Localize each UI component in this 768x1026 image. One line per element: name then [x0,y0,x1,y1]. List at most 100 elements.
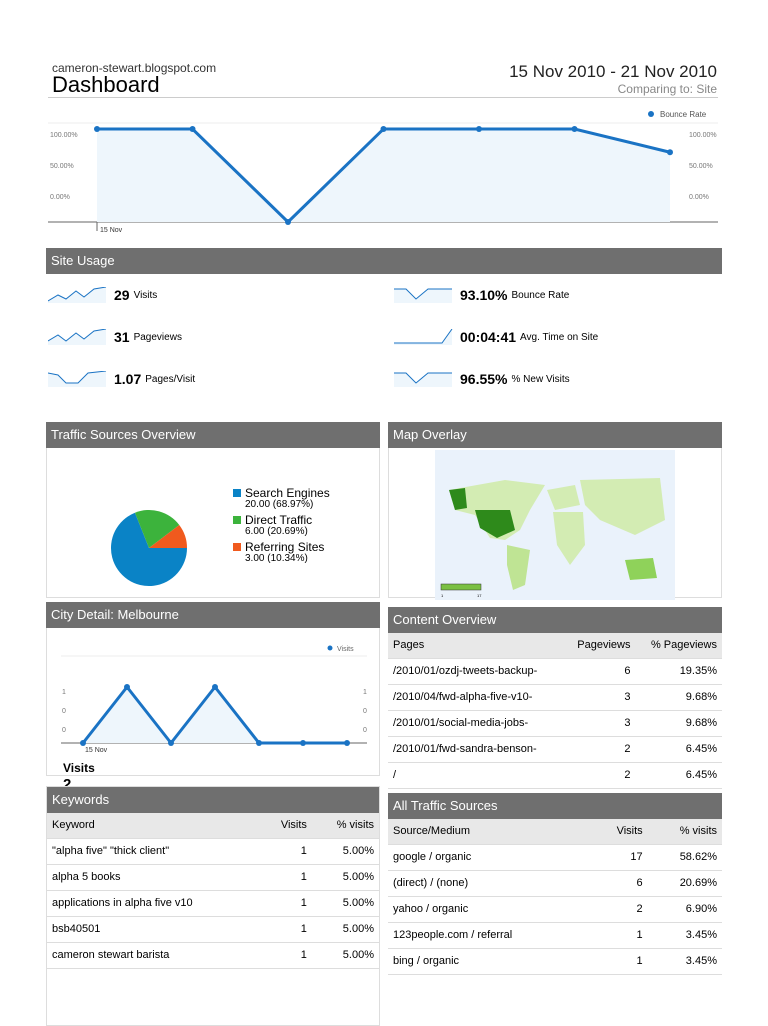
legend-label: Visits [337,646,354,653]
cell-link[interactable]: applications in alpha five v10 [47,890,261,917]
cell-value: 3 [563,710,636,737]
table-row[interactable]: alpha 5 books 1 5.00% [47,864,379,891]
cell-link[interactable]: bing / organic [388,948,591,975]
metric-bounce-rate[interactable]: 93.10% Bounce Rate [394,282,724,308]
table-header: Keyword Visits% visits [47,813,379,839]
cell-value: 5.00% [311,838,379,865]
bounce-rate-point[interactable] [667,149,673,156]
column-header[interactable]: Pages [388,633,564,659]
legend-item[interactable]: Referring Sites 3.00 (10.34%) [233,541,330,564]
metric-avg-time-on-site[interactable]: 00:04:41 Avg. Time on Site [394,324,724,350]
column-header[interactable]: Visits [590,819,648,845]
metric-label: Bounce Rate [511,289,570,301]
metric-pageviews[interactable]: 31 Pageviews [48,324,394,350]
column-header[interactable]: Pageviews [563,633,636,659]
world-map[interactable]: 1 17 [435,450,675,600]
metric-label: Pageviews [133,331,182,343]
pie-slice[interactable] [149,525,187,548]
visits-point[interactable] [212,684,218,690]
visits-point[interactable] [300,740,306,746]
table-row[interactable]: /2 6.45% [388,762,722,789]
cell-link[interactable]: (direct) / (none) [388,870,591,897]
column-header[interactable]: % visits [311,813,379,839]
y-tick-right: 1 [363,689,367,696]
cell-link[interactable]: / [388,762,564,789]
table-row[interactable]: /2010/01/fwd-sandra-benson- 2 6.45% [388,736,722,763]
table-row[interactable]: applications in alpha five v10 1 5.00% [47,890,379,917]
cell-value: 2 [590,896,648,923]
cell-value: 9.68% [635,710,722,737]
date-range[interactable]: 15 Nov 2010 - 21 Nov 2010 [509,62,717,81]
visits-point[interactable] [256,740,262,746]
panel-header: City Detail: Melbourne [46,602,380,628]
cell-link[interactable]: cameron stewart barista [47,942,261,969]
y-tick: 1 [62,689,66,696]
cell-value: 1 [260,942,312,969]
visits-point[interactable] [344,740,350,746]
bounce-rate-point[interactable] [476,126,482,132]
legend-item[interactable]: Direct Traffic 6.00 (20.69%) [233,514,330,537]
column-header[interactable]: Visits [260,813,312,839]
table-row[interactable]: (direct) / (none) 6 20.69% [388,870,722,897]
cell-link[interactable]: 123people.com / referral [388,922,591,949]
table-row[interactable]: "alpha five" "thick client" 1 5.00% [47,838,379,865]
cell-link[interactable]: "alpha five" "thick client" [47,838,261,865]
metric--new-visits[interactable]: 96.55%% New Visits [394,366,724,392]
metric-value: 00:04:41 [460,329,517,345]
bounce-rate-point[interactable] [94,126,100,132]
table-row[interactable]: cameron stewart barista 1 5.00% [47,942,379,969]
column-header[interactable]: % Pageviews [635,633,722,659]
metric-visits[interactable]: 29 Visits [48,282,394,308]
cell-value: 19.35% [635,658,722,685]
column-header[interactable]: Keyword [47,813,261,839]
cell-value: 2 [563,762,636,789]
bounce-rate-point[interactable] [285,219,291,225]
cell-link[interactable]: yahoo / organic [388,896,591,923]
y-tick-right: 100.00% [689,132,717,139]
cell-link[interactable]: /2010/01/social-media-jobs- [388,710,564,737]
keywords-table: Keyword Visits% visits "alpha five" "thick… [47,813,379,969]
legend-swatch [233,489,241,497]
cell-link[interactable]: alpha 5 books [47,864,261,891]
column-header[interactable]: Source/Medium [388,819,591,845]
cell-link[interactable]: google / organic [388,844,591,871]
bounce-rate-point[interactable] [189,126,196,132]
visits-point[interactable] [168,740,174,746]
column-header[interactable]: % visits [647,819,722,845]
panel-header: All Traffic Sources [388,793,722,819]
area-fill [97,129,670,222]
traffic-sources-panel: Traffic Sources Overview Search Engines 2… [46,422,380,598]
cell-value: 6 [590,870,648,897]
legend-item[interactable]: Search Engines 20.00 (68.97%) [233,486,330,510]
table-row[interactable]: yahoo / organic 2 6.90% [388,896,722,923]
city-detail-panel: City Detail: Melbourne Visits 1 0 0 1 0 … [46,602,380,793]
visits-point[interactable] [124,684,130,690]
table-row[interactable]: bsb40501 1 5.00% [47,916,379,943]
table-row[interactable]: /2010/04/fwd-alpha-five-v10- 3 9.68% [388,684,722,711]
cell-link[interactable]: /2010/01/fwd-sandra-benson- [388,736,564,763]
pie-slice[interactable] [134,510,180,548]
bounce-rate-point[interactable] [571,126,578,132]
legend-value: 6.00 (20.69%) [245,526,308,537]
cell-link[interactable]: bsb40501 [47,916,261,943]
site-name: cameron-stewart.blogspot.com [52,61,217,75]
metric-pages-visit[interactable]: 1.07 Pages/Visit [48,366,394,392]
cell-value: 1 [590,948,648,975]
table-row[interactable]: 123people.com / referral 1 3.45% [388,922,722,949]
visits-point[interactable] [80,740,86,746]
legend-name: Search Engines [245,486,330,500]
pie-slice[interactable] [111,512,187,586]
bounce-rate-point[interactable] [380,126,387,132]
table-row[interactable]: /2010/01/ozdj-tweets-backup- 6 19.35% [388,658,722,685]
table-row[interactable]: bing / organic 1 3.45% [388,948,722,975]
table-row[interactable]: /2010/01/social-media-jobs- 3 9.68% [388,710,722,737]
cell-value: 2 [563,736,636,763]
metric-value: 93.10% [460,287,508,303]
table-row[interactable]: google / organic 17 58.62% [388,844,722,871]
y-tick: 100.00% [50,132,78,139]
cell-link[interactable]: /2010/01/ozdj-tweets-backup- [388,658,564,685]
cell-link[interactable]: /2010/04/fwd-alpha-five-v10- [388,684,564,711]
legend-label: Bounce Rate [660,110,707,119]
pie-chart [111,510,187,586]
panel-header: Content Overview [388,607,722,633]
